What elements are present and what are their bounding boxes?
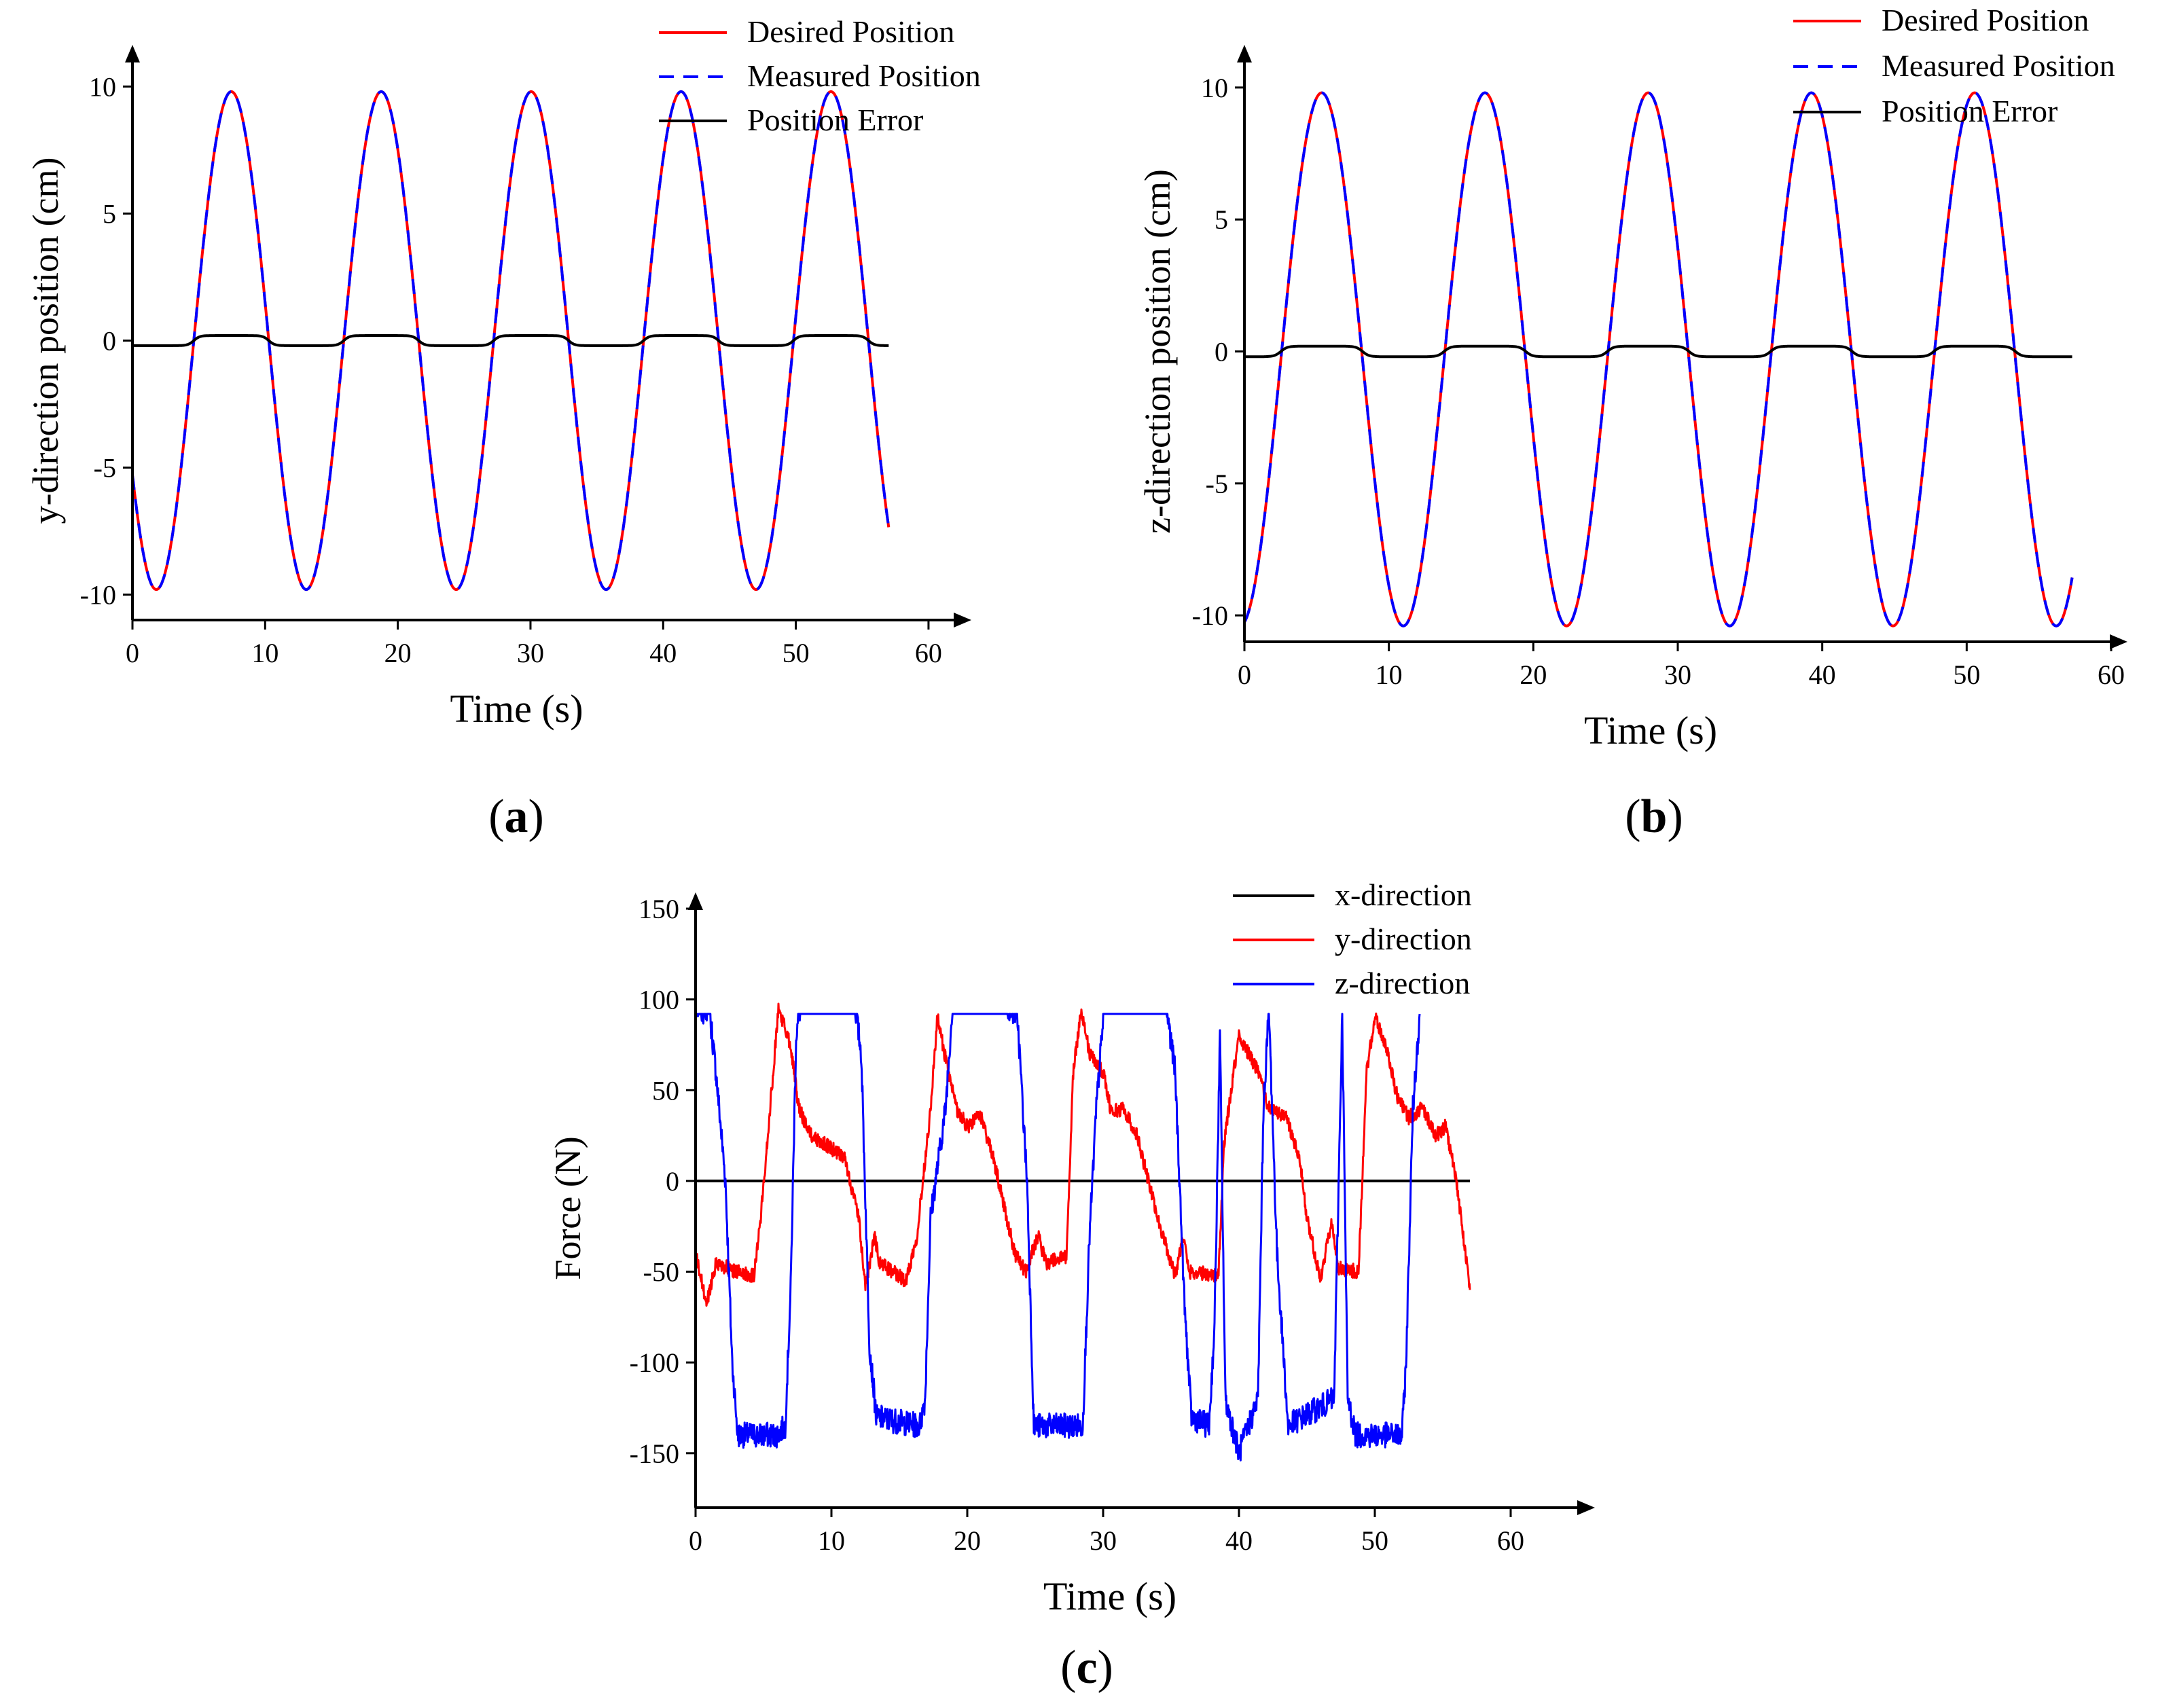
y-tick-label: 5 — [1215, 204, 1228, 235]
panel-caption: (b) — [1625, 791, 1683, 843]
series-line-y-direction — [696, 1002, 1471, 1307]
series-group — [132, 90, 891, 592]
y-tick-label: 0 — [666, 1166, 679, 1197]
series-line-position-error — [1244, 344, 2073, 359]
y-tick-label: 0 — [103, 326, 116, 357]
caption-letter: a — [505, 791, 528, 843]
x-axis-label: Time (s) — [1043, 1574, 1176, 1618]
series-line-measured-position — [1244, 91, 2074, 628]
y-tick-label: -10 — [1192, 600, 1228, 631]
y-tick-label: -50 — [643, 1257, 679, 1288]
caption-close: ) — [1098, 1641, 1113, 1694]
caption-open: ( — [1625, 791, 1640, 843]
x-tick-label: 0 — [126, 638, 139, 668]
x-tick-label: 10 — [251, 638, 278, 668]
y-axis-arrow — [125, 45, 140, 62]
x-tick-label: 30 — [1664, 659, 1691, 690]
legend-label-measured-position: Measured Position — [1882, 48, 2115, 83]
x-tick-label: 60 — [2098, 659, 2125, 690]
series-line-measured-position — [132, 90, 891, 592]
x-tick-label: 30 — [1090, 1525, 1117, 1556]
x-tick-label: 40 — [649, 638, 677, 668]
y-tick-label: -5 — [94, 453, 116, 484]
x-tick-label: 30 — [517, 638, 544, 668]
panel-b: 0 10 20 30 40 50 60 -10 -5 0 5 10 Time (s) z-directio… — [1137, 3, 2127, 843]
y-axis-label: y-direction position (cm) — [25, 158, 66, 524]
series-group — [1244, 91, 2074, 628]
y-tick-label: -150 — [630, 1438, 679, 1469]
y-axis-label: z-direction position (cm) — [1137, 169, 1178, 534]
panel-c: 0 10 20 30 40 50 60 -150 -100 -50 0 50 100 150 Time (s… — [547, 877, 1595, 1694]
x-tick-label: 40 — [1225, 1525, 1253, 1556]
x-tick-label: 10 — [1376, 659, 1403, 690]
legend-label-desired-position: Desired Position — [747, 14, 954, 49]
x-tick-label: 0 — [689, 1525, 702, 1556]
legend-label-y-direction: y-direction — [1335, 922, 1472, 956]
x-tick-label: 50 — [1953, 659, 1980, 690]
series-line-position-error — [132, 334, 890, 347]
x-tick-label: 0 — [1238, 659, 1251, 690]
y-axis-label: Force (N) — [547, 1136, 588, 1279]
panel-a: 0 10 20 30 40 50 60 -10 -5 0 5 10 Time (s) y-directio… — [25, 14, 981, 843]
x-tick-label: 60 — [1497, 1525, 1524, 1556]
legend-label-desired-position: Desired Position — [1882, 3, 2089, 37]
x-tick-label: 10 — [818, 1525, 845, 1556]
y-axis-arrow — [1237, 45, 1252, 62]
x-tick-label: 20 — [384, 638, 412, 668]
x-axis-arrow — [1577, 1500, 1595, 1515]
y-tick-label: 5 — [103, 198, 116, 229]
y-tick-label: -10 — [80, 580, 116, 611]
legend-label-measured-position: Measured Position — [747, 58, 981, 93]
series-line-desired-position — [1244, 91, 2074, 628]
caption-open: ( — [488, 791, 504, 843]
legend-label-position-error: Position Error — [747, 103, 923, 137]
x-axis-arrow — [2110, 634, 2127, 649]
legend-label-z-direction: z-direction — [1335, 966, 1470, 1000]
y-tick-label: 50 — [652, 1075, 679, 1106]
caption-close: ) — [1667, 791, 1683, 843]
series-group — [696, 1002, 1471, 1461]
panel-caption: (a) — [488, 791, 544, 843]
y-tick-label: 10 — [89, 71, 116, 102]
y-tick-label: 150 — [639, 894, 679, 924]
y-tick-label: 100 — [639, 985, 679, 1015]
y-tick-label: 10 — [1201, 73, 1228, 103]
x-axis-label: Time (s) — [1584, 708, 1717, 752]
panel-caption: (c) — [1060, 1641, 1113, 1694]
legend-label-position-error: Position Error — [1882, 94, 2057, 128]
y-tick-label: 0 — [1215, 337, 1228, 367]
series-line-z-direction — [696, 1013, 1421, 1461]
y-axis-arrow — [688, 892, 703, 910]
y-tick-label: -100 — [630, 1347, 679, 1378]
x-tick-label: 50 — [783, 638, 810, 668]
caption-letter: c — [1076, 1641, 1097, 1694]
x-tick-label: 50 — [1361, 1525, 1388, 1556]
x-tick-label: 40 — [1809, 659, 1836, 690]
x-axis-label: Time (s) — [450, 687, 583, 731]
y-tick-label: -5 — [1206, 469, 1228, 499]
caption-close: ) — [528, 791, 544, 843]
caption-letter: b — [1641, 791, 1668, 843]
caption-open: ( — [1060, 1641, 1076, 1694]
x-tick-label: 60 — [915, 638, 942, 668]
x-axis-arrow — [954, 613, 971, 628]
x-tick-label: 20 — [954, 1525, 981, 1556]
x-tick-label: 20 — [1520, 659, 1547, 690]
legend-label-x-direction: x-direction — [1335, 877, 1472, 912]
